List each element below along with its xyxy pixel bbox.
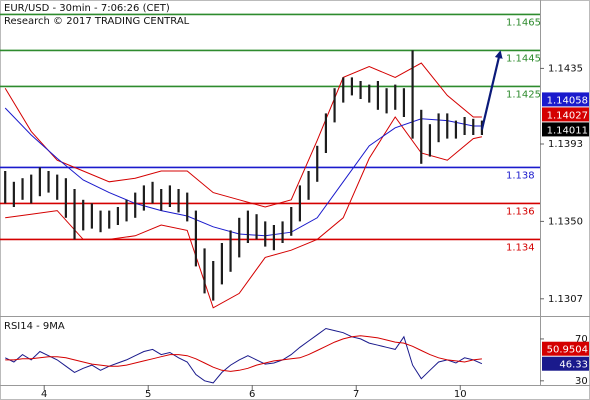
x-tick-label: 4: [41, 389, 47, 400]
moving-average: [4, 107, 482, 237]
y-tick-label: 1.1350: [548, 216, 583, 227]
price-tag: [542, 92, 589, 107]
lower-band: [5, 116, 483, 309]
chart-subtitle: Research © 2017 TRADING CENTRAL: [4, 16, 190, 27]
price-tag-label: 1.14058: [547, 95, 588, 106]
x-tick-label: 10: [454, 389, 467, 400]
y-tick-label: 70: [575, 334, 588, 345]
y-tick-label: 1.1307: [548, 294, 583, 305]
level-label: 1.1445: [506, 53, 541, 64]
price-tag-label: 1.14011: [547, 125, 588, 136]
level-label: 1.1425: [506, 89, 541, 100]
level-label: 1.136: [506, 206, 535, 217]
price-tag: [542, 356, 589, 371]
y-tick-label: 1.1435: [548, 63, 583, 74]
price-tag-label: 50.9504: [547, 345, 588, 356]
y-tick-label: 30: [575, 376, 588, 387]
chart-title: EUR/USD - 30min - 7:06:26 (CET): [4, 3, 170, 14]
price-tag: [542, 341, 589, 356]
x-tick-label: 7: [353, 389, 359, 400]
level-label: 1.138: [506, 170, 535, 181]
upper-band: [4, 62, 482, 208]
projection-arrow: [480, 50, 503, 130]
price-tag: [542, 107, 589, 122]
price-tag-label: 1.14027: [547, 110, 588, 121]
rsi-line: [4, 327, 483, 384]
price-tag-label: 46.33: [559, 360, 588, 371]
level-label: 1.134: [506, 242, 535, 253]
rsi-title: RSI14 - 9MA: [4, 321, 65, 332]
rsi-line: [5, 335, 482, 372]
level-label: 1.1465: [506, 17, 541, 28]
x-tick-label: 5: [145, 389, 151, 400]
price-tag: [542, 122, 589, 137]
x-tick-label: 6: [249, 389, 255, 400]
y-tick-label: 1.1393: [548, 139, 583, 150]
